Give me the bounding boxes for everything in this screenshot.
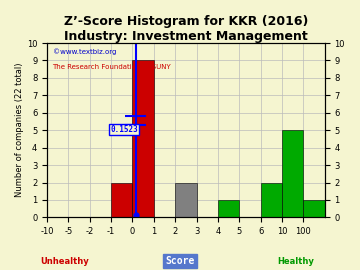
Bar [132, 60, 154, 217]
Bar [218, 200, 239, 217]
Text: Unhealthy: Unhealthy [40, 257, 89, 266]
Text: 0.1523: 0.1523 [110, 125, 138, 134]
Bar [111, 183, 132, 217]
Text: ©www.textbiz.org: ©www.textbiz.org [53, 48, 116, 55]
Bar [303, 200, 325, 217]
Bar [282, 130, 303, 217]
Y-axis label: Number of companies (22 total): Number of companies (22 total) [15, 63, 24, 197]
Text: Score: Score [165, 256, 195, 266]
Bar [175, 183, 197, 217]
Title: Z’-Score Histogram for KKR (2016)
Industry: Investment Management: Z’-Score Histogram for KKR (2016) Indust… [64, 15, 308, 43]
Text: Healthy: Healthy [277, 257, 314, 266]
Bar [261, 183, 282, 217]
Text: The Research Foundation of SUNY: The Research Foundation of SUNY [53, 64, 171, 70]
